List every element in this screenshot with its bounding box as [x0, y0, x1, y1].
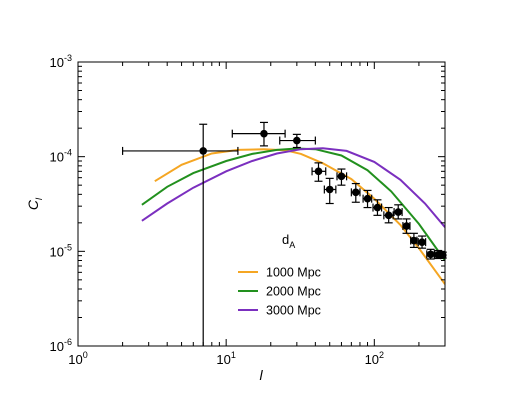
data-point — [337, 172, 346, 181]
data-point — [363, 194, 372, 203]
x-tick-label: 100 — [68, 350, 87, 367]
y-axis-label-group: Cl — [25, 197, 44, 210]
axis-tick-labels: 100 101 102 10-6 10-5 10-4 10-3 — [50, 53, 385, 367]
x-axis-label: l — [259, 367, 263, 383]
x-tick-label: 102 — [365, 350, 384, 367]
data-point — [402, 222, 411, 230]
data-point — [418, 238, 426, 246]
y-tick-label: 10-6 — [50, 337, 72, 354]
legend-title: dA — [282, 232, 295, 250]
y-tick-label: 10-4 — [50, 148, 72, 165]
data-point — [394, 208, 403, 216]
data-point — [199, 147, 208, 155]
y-axis-label: Cl — [25, 197, 44, 210]
y-tick-label: 10-3 — [50, 53, 72, 70]
series-line — [141, 147, 445, 228]
data-point — [426, 250, 435, 259]
legend-label: 3000 Mpc — [266, 304, 321, 318]
data-point — [260, 129, 268, 138]
data-point — [314, 167, 323, 176]
data-point — [384, 211, 393, 220]
legend-label: 1000 Mpc — [266, 266, 321, 280]
data-point — [325, 185, 334, 194]
legend: dA 1000 Mpc 2000 Mpc 3000 Mpc — [238, 232, 321, 318]
series-line — [141, 147, 445, 262]
data-point — [373, 203, 382, 212]
series-line — [154, 148, 445, 285]
axis-ticks — [77, 61, 446, 347]
y-tick-label: 10-5 — [50, 242, 72, 259]
plot-frame — [77, 61, 446, 347]
model-curves — [141, 147, 445, 285]
data-point — [352, 188, 360, 197]
data-point — [293, 136, 301, 145]
data-point — [410, 236, 418, 245]
data-points — [121, 121, 447, 346]
x-tick-label: 101 — [216, 350, 235, 367]
legend-label: 2000 Mpc — [266, 285, 321, 299]
